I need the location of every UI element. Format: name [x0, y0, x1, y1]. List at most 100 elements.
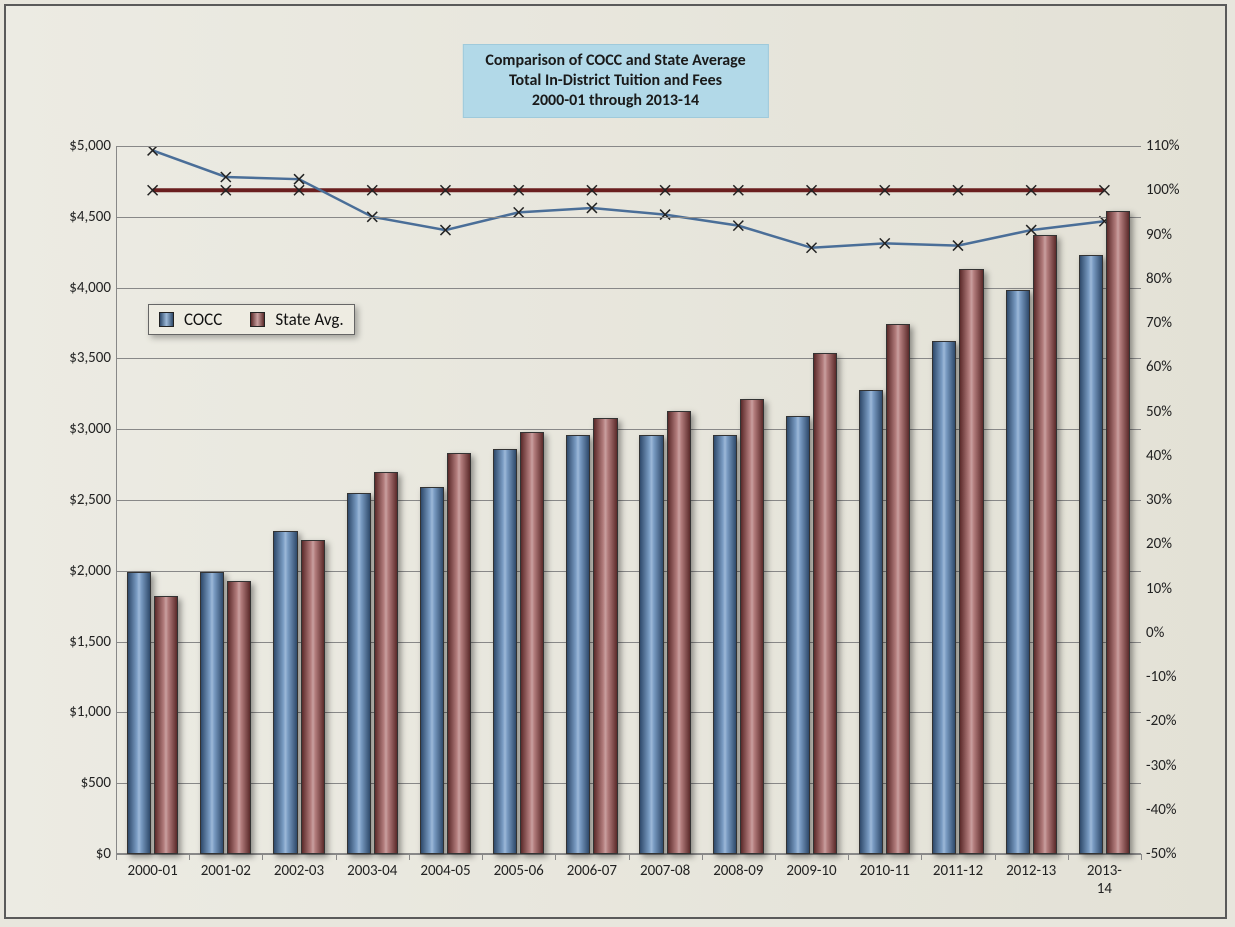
state-baseline-marker-icon — [660, 185, 670, 195]
x-label: 2000-01 — [127, 862, 177, 880]
chart-title: Comparison of COCC and State Average Tot… — [462, 44, 768, 118]
chart-frame: Comparison of COCC and State Average Tot… — [4, 4, 1227, 919]
gridline — [116, 500, 1141, 501]
x-label: 2011-12 — [933, 862, 983, 880]
bar-state-avg — [374, 472, 398, 854]
x-tick — [555, 854, 556, 860]
y-right-label: -20% — [1146, 712, 1206, 730]
y-left-label: $1,000 — [31, 703, 111, 721]
y-right-label: 70% — [1146, 314, 1206, 332]
gridline — [116, 571, 1141, 572]
cocc-ratio-marker-icon — [221, 172, 231, 182]
bar-state-avg — [520, 432, 544, 854]
x-tick — [629, 854, 630, 860]
bar-state-avg — [740, 399, 764, 854]
y-right-label: 40% — [1146, 447, 1206, 465]
y-right-label: 80% — [1146, 270, 1206, 288]
bar-cocc — [420, 487, 444, 854]
y-right-label: 0% — [1146, 624, 1206, 642]
bar-cocc — [1006, 290, 1030, 854]
bar-state-avg — [1033, 235, 1057, 854]
state-baseline-marker-icon — [953, 185, 963, 195]
x-tick — [189, 854, 190, 860]
x-tick — [262, 854, 263, 860]
bar-cocc — [200, 572, 224, 854]
cocc-ratio-marker-icon — [660, 210, 670, 220]
state-baseline-marker-icon — [148, 185, 158, 195]
state-baseline-marker-icon — [807, 185, 817, 195]
state-baseline-marker-icon — [294, 185, 304, 195]
y-left-label: $4,000 — [31, 279, 111, 297]
bar-state-avg — [154, 596, 178, 854]
cocc-ratio-marker-icon — [148, 146, 158, 155]
x-tick — [409, 854, 410, 860]
x-tick — [482, 854, 483, 860]
gridline — [116, 429, 1141, 430]
y-right-label: 60% — [1146, 358, 1206, 376]
state-baseline-marker-icon — [367, 185, 377, 195]
bar-cocc — [786, 416, 810, 854]
bar-state-avg — [447, 453, 471, 854]
x-label: 2013-14 — [1086, 862, 1123, 898]
y-left-label: $500 — [31, 774, 111, 792]
y-right-label: 10% — [1146, 580, 1206, 598]
y-left-label: $4,500 — [31, 208, 111, 226]
y-right-label: -50% — [1146, 845, 1206, 863]
y-left-label: $3,000 — [31, 420, 111, 438]
legend-label-state: State Avg. — [275, 309, 343, 330]
cocc-ratio-line — [153, 150, 1105, 247]
y-right-label: 20% — [1146, 535, 1206, 553]
bar-cocc — [932, 341, 956, 854]
y-right-label: -10% — [1146, 668, 1206, 686]
x-tick — [336, 854, 337, 860]
y-left-label: $5,000 — [31, 137, 111, 155]
title-line-3: 2000-01 through 2013-14 — [485, 91, 745, 111]
gridline — [116, 217, 1141, 218]
x-label: 2005-06 — [494, 862, 544, 880]
x-label: 2008-09 — [713, 862, 763, 880]
bar-state-avg — [813, 353, 837, 854]
title-line-1: Comparison of COCC and State Average — [485, 51, 745, 71]
cocc-ratio-marker-icon — [733, 221, 743, 231]
gridline — [116, 146, 1141, 147]
bar-state-avg — [959, 269, 983, 854]
x-label: 2003-04 — [347, 862, 397, 880]
y-left-label: $1,500 — [31, 633, 111, 651]
y-left-label: $2,000 — [31, 562, 111, 580]
bar-cocc — [566, 435, 590, 854]
bar-cocc — [639, 435, 663, 854]
cocc-ratio-marker-icon — [953, 241, 963, 251]
x-label: 2002-03 — [274, 862, 324, 880]
x-tick — [995, 854, 996, 860]
legend-swatch-state — [250, 312, 265, 327]
y-left-label: $2,500 — [31, 491, 111, 509]
bar-cocc — [347, 493, 371, 854]
legend: COCCState Avg. — [148, 304, 355, 335]
bar-cocc — [127, 572, 151, 854]
x-tick — [921, 854, 922, 860]
bar-cocc — [273, 531, 297, 854]
x-tick — [702, 854, 703, 860]
y-right-label: 90% — [1146, 226, 1206, 244]
cocc-ratio-marker-icon — [440, 225, 450, 235]
y-left-label: $0 — [31, 845, 111, 863]
x-label: 2006-07 — [567, 862, 617, 880]
x-tick — [1068, 854, 1069, 860]
bar-state-avg — [886, 324, 910, 854]
state-baseline-marker-icon — [1026, 185, 1036, 195]
bar-cocc — [713, 435, 737, 854]
gridline — [116, 288, 1141, 289]
cocc-ratio-marker-icon — [294, 174, 304, 184]
bar-state-avg — [593, 418, 617, 854]
cocc-ratio-marker-icon — [587, 203, 597, 213]
bar-state-avg — [1106, 211, 1130, 854]
bar-cocc — [493, 449, 517, 854]
x-tick — [848, 854, 849, 860]
x-label: 2012-13 — [1006, 862, 1056, 880]
state-baseline-marker-icon — [514, 185, 524, 195]
x-label: 2007-08 — [640, 862, 690, 880]
gridline — [116, 358, 1141, 359]
state-baseline-marker-icon — [733, 185, 743, 195]
state-baseline-marker-icon — [1099, 185, 1109, 195]
y-right-label: -40% — [1146, 801, 1206, 819]
